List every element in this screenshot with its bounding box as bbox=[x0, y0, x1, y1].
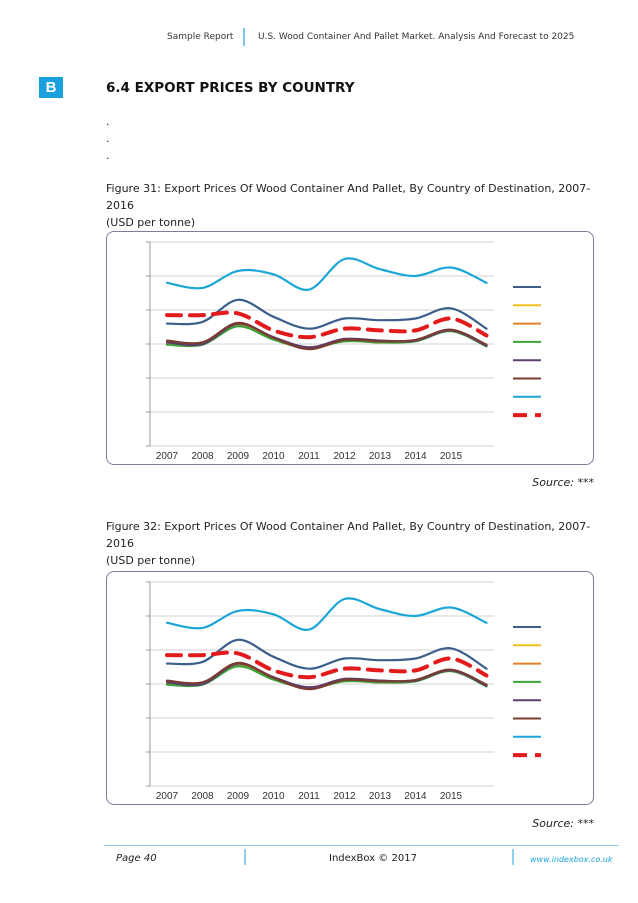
dot: . bbox=[106, 149, 110, 162]
dot: . bbox=[106, 132, 110, 145]
x-tick-label: 2011 bbox=[298, 791, 320, 802]
x-tick-label: 2012 bbox=[333, 451, 356, 462]
footer-divider bbox=[512, 849, 514, 865]
source-note: Source: *** bbox=[532, 476, 594, 489]
dot: . bbox=[106, 115, 110, 128]
x-tick-label: 2010 bbox=[262, 451, 285, 462]
caption-unit: (USD per tonne) bbox=[106, 554, 196, 567]
ellipsis-dots: . . . bbox=[106, 113, 110, 164]
series-line bbox=[165, 661, 488, 691]
series-line bbox=[165, 298, 488, 330]
x-tick-label: 2011 bbox=[298, 451, 320, 462]
x-tick-label: 2013 bbox=[369, 451, 392, 462]
x-tick-label: 2012 bbox=[333, 791, 356, 802]
series-line bbox=[165, 257, 488, 291]
chart-svg: 2007 2008 2009 2010 2011 2012 2013 2014 2015 bbox=[146, 241, 541, 462]
caption-line: Figure 31: Export Prices Of Wood Contain… bbox=[106, 182, 591, 195]
x-tick-label: 2008 bbox=[191, 451, 214, 462]
source-note: Source: *** bbox=[532, 817, 594, 830]
x-tick-label: 2014 bbox=[404, 791, 427, 802]
figure-caption: Figure 32: Export Prices Of Wood Contain… bbox=[106, 518, 596, 569]
x-tick-label: 2009 bbox=[227, 791, 250, 802]
x-tick-label: 2007 bbox=[156, 791, 179, 802]
caption-line: 2016 bbox=[106, 199, 134, 212]
series-line bbox=[165, 597, 488, 631]
footer-rule bbox=[104, 845, 619, 846]
series-line bbox=[165, 321, 488, 351]
header-right: U.S. Wood Container And Pallet Market. A… bbox=[258, 32, 575, 42]
footer-divider bbox=[244, 849, 246, 865]
footer-copyright: IndexBox © 2017 bbox=[329, 853, 417, 864]
caption-line: Figure 32: Export Prices Of Wood Contain… bbox=[106, 520, 591, 533]
caption-line: 2016 bbox=[106, 537, 134, 550]
caption-unit: (USD per tonne) bbox=[106, 216, 196, 229]
series-line bbox=[165, 650, 489, 680]
x-tick-label: 2015 bbox=[440, 451, 463, 462]
figure-caption: Figure 31: Export Prices Of Wood Contain… bbox=[106, 180, 596, 231]
x-tick-label: 2013 bbox=[369, 791, 392, 802]
x-tick-label: 2009 bbox=[227, 451, 250, 462]
x-tick-label: 2015 bbox=[440, 791, 463, 802]
section-title: 6.4 EXPORT PRICES BY COUNTRY bbox=[106, 80, 355, 96]
line-chart: 2007 2008 2009 2010 2011 2012 2013 2014 2015 bbox=[106, 231, 594, 465]
line-chart: 2007 2008 2009 2010 2011 2012 2013 2014 2015 bbox=[106, 571, 594, 805]
footer-url[interactable]: www.indexbox.co.uk bbox=[530, 855, 613, 864]
series-line bbox=[165, 310, 489, 340]
header-left: Sample Report bbox=[167, 32, 234, 42]
x-tick-label: 2014 bbox=[404, 451, 427, 462]
chart-svg: 2007 2008 2009 2010 2011 2012 2013 2014 2015 bbox=[146, 581, 541, 802]
x-tick-label: 2007 bbox=[156, 451, 179, 462]
series-line bbox=[165, 638, 488, 670]
page-number: Page 40 bbox=[116, 853, 157, 864]
header-divider bbox=[243, 28, 245, 46]
x-tick-label: 2008 bbox=[191, 791, 214, 802]
brand-logo-icon: B bbox=[39, 77, 63, 98]
x-tick-label: 2010 bbox=[262, 791, 285, 802]
